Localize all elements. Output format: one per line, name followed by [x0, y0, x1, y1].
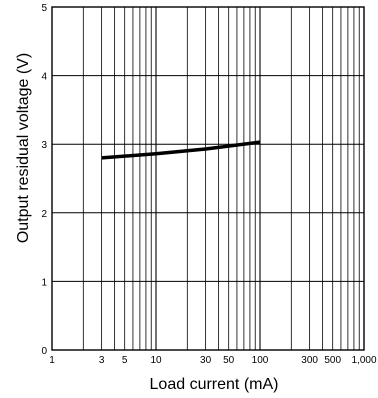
x-tick-label: 1,000	[351, 355, 376, 366]
x-tick-label: 5	[122, 355, 128, 366]
plot-frame	[51, 6, 365, 351]
y-tick-label: 2	[41, 209, 47, 220]
x-tick-label: 3	[99, 355, 105, 366]
x-tick-labels: 1 3 5 10 30 50 100 300 500 1,000	[49, 355, 377, 366]
y-tick-label: 5	[41, 3, 47, 14]
x-axis-label: Load current (mA)	[150, 376, 279, 393]
x-tick-label: 300	[301, 355, 318, 366]
y-tick-labels: 0 1 2 3 4 5	[41, 3, 47, 357]
x-tick-label: 50	[223, 355, 235, 366]
y-tick-label: 3	[41, 140, 47, 151]
series-line	[101, 140, 261, 160]
y-axis-label: Output residual voltage (V)	[15, 53, 32, 243]
y-tick-label: 4	[41, 72, 47, 83]
y-tick-label: 0	[41, 346, 47, 357]
y-tick-label: 1	[41, 277, 47, 288]
grid	[52, 7, 364, 350]
series-group	[101, 140, 261, 160]
x-tick-label: 500	[324, 355, 341, 366]
x-tick-label: 100	[252, 355, 269, 366]
x-tick-label: 30	[200, 355, 212, 366]
x-tick-label: 10	[150, 355, 162, 366]
x-tick-label: 1	[49, 355, 55, 366]
